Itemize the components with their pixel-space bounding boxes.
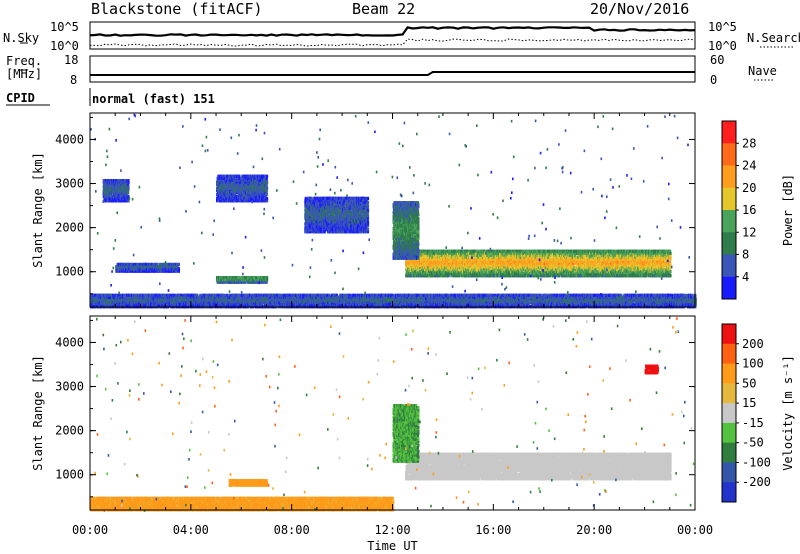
- echo-cell: [595, 270, 597, 273]
- freq-panel-frame: [90, 56, 695, 82]
- panel-background: [90, 113, 695, 307]
- nsky-trace: [90, 27, 695, 35]
- nsearch-trace: [90, 39, 695, 46]
- echo-region: [405, 250, 672, 278]
- frequency-trace: [90, 72, 695, 75]
